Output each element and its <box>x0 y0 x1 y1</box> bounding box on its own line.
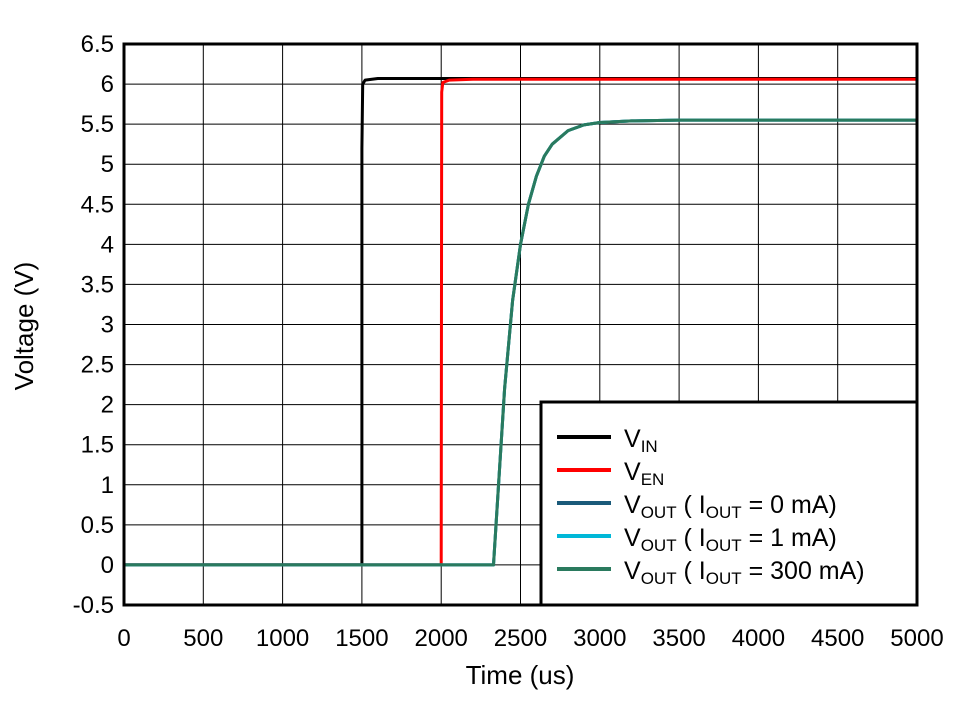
legend-label-2: VOUT ( IOUT = 0 mA) <box>624 491 837 522</box>
x-tick-label: 3500 <box>652 625 705 652</box>
x-tick-label: 3000 <box>573 625 626 652</box>
y-tick-label: 2 <box>101 392 114 419</box>
x-tick-label: 2500 <box>494 625 547 652</box>
x-tick-label: 4000 <box>732 625 785 652</box>
y-tick-label: 1.5 <box>81 432 114 459</box>
legend-label-1: VEN <box>624 458 664 489</box>
x-tick-label: 2000 <box>415 625 468 652</box>
y-tick-label: 4 <box>101 231 114 258</box>
y-tick-label: 1 <box>101 472 114 499</box>
y-tick-labels: -0.5 0 0.5 1 1.5 2 2.5 3 3.5 4 4.5 5 5.5 6 6.5 <box>73 31 114 619</box>
legend-label-4: VOUT ( IOUT = 300 mA) <box>624 557 865 588</box>
series-line-4 <box>124 118 917 567</box>
x-tick-label: 1000 <box>256 625 309 652</box>
y-tick-label: 3.5 <box>81 271 114 298</box>
x-axis-title: Time (us) <box>466 660 575 690</box>
y-tick-label: 3 <box>101 312 114 339</box>
x-tick-label: 5000 <box>890 625 943 652</box>
x-tick-label: 4500 <box>811 625 864 652</box>
y-tick-label: 5.5 <box>81 111 114 138</box>
y-tick-label: 6.5 <box>81 31 114 58</box>
y-tick-label: 0.5 <box>81 512 114 539</box>
y-tick-label: 2.5 <box>81 352 114 379</box>
y-tick-label: 4.5 <box>81 191 114 218</box>
x-tick-label: 500 <box>183 625 223 652</box>
plot-frame <box>122 42 919 607</box>
y-axis-title: Voltage (V) <box>9 262 39 391</box>
legend-label-3: VOUT ( IOUT = 1 mA) <box>624 524 837 555</box>
series-layer <box>124 77 917 567</box>
y-tick-label: 6 <box>101 71 114 98</box>
x-tick-label: 0 <box>117 625 130 652</box>
x-tick-label: 1500 <box>335 625 388 652</box>
y-tick-label: 5 <box>101 151 114 178</box>
y-tick-label: 0 <box>101 552 114 579</box>
legend-label-0: VIN <box>624 425 658 456</box>
x-tick-labels: 0 500 1000 1500 2000 2500 3000 3500 4000 4500 5000 <box>117 625 943 652</box>
y-tick-label: -0.5 <box>73 592 114 619</box>
